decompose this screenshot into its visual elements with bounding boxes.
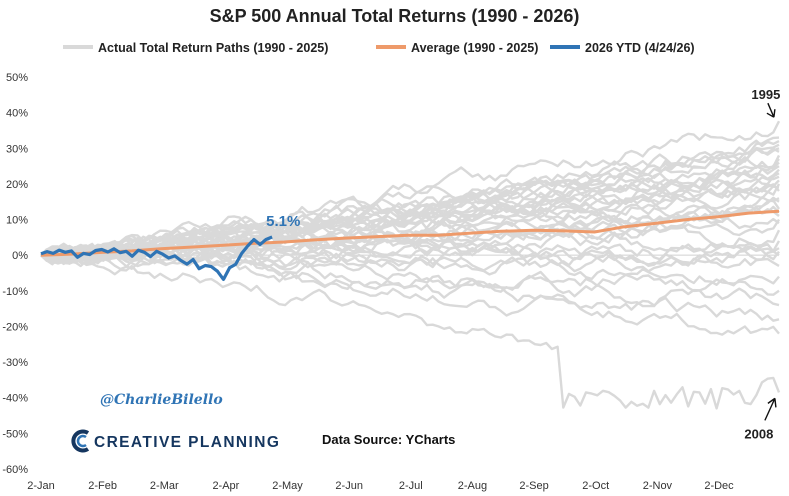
x-tick-label: 2-Mar — [150, 480, 179, 492]
data-source: Data Source: YCharts — [322, 432, 455, 447]
y-tick-label: -40% — [2, 393, 28, 405]
legend-label-ytd: 2026 YTD (4/24/26) — [585, 41, 695, 55]
x-tick-label: 2-Aug — [458, 480, 487, 492]
x-tick-label: 2-Feb — [88, 480, 117, 492]
creative-planning-logo: CREATIVE PLANNING — [71, 429, 280, 453]
x-tick-label: 2-Jul — [399, 480, 423, 492]
x-tick-label: 2-Dec — [704, 480, 734, 492]
x-tick-label: 2-Oct — [582, 480, 609, 492]
y-tick-label: 30% — [6, 143, 28, 155]
ytd-series-line — [40, 235, 273, 281]
x-tick-label: 2-Nov — [643, 480, 673, 492]
annual-path-line — [40, 247, 780, 308]
return-paths — [40, 120, 781, 410]
author-handle: @CharlieBilello — [100, 392, 223, 408]
logo-mark-inner-icon — [76, 434, 87, 448]
annual-path-line — [40, 136, 780, 262]
arrow-1995 — [766, 102, 776, 118]
arrow-2008 — [764, 397, 777, 421]
annotation-1995: 1995 — [751, 87, 780, 102]
x-tick-label: 2-Apr — [212, 480, 239, 492]
x-tick-label: 2-Jun — [335, 480, 363, 492]
annual-path-line — [40, 147, 780, 262]
y-tick-label: 20% — [6, 179, 28, 191]
logo-mark-icon — [71, 429, 90, 453]
y-tick-label: -20% — [2, 322, 28, 334]
y-tick-label: 40% — [6, 108, 28, 120]
ytd-value-label: 5.1% — [266, 213, 300, 230]
x-axis: 2-Jan 2-Feb 2-Mar 2-Apr 2-May 2-Jun 2-Jul 2-Aug… — [27, 480, 734, 492]
brand-name: CREATIVE PLANNING — [94, 434, 280, 451]
y-tick-label: -30% — [2, 357, 28, 369]
x-tick-label: 2-Jan — [27, 480, 55, 492]
annotations: 5.1% 1995 2008 — [266, 87, 780, 441]
y-tick-label: 10% — [6, 215, 28, 227]
series-lines — [40, 209, 780, 281]
legend: Actual Total Return Paths (1990 - 2025) … — [63, 41, 695, 55]
x-tick-label: 2-May — [272, 480, 303, 492]
y-axis: 50% 40% 30% 20% 10% 0% -10% -20% -30% -40% -50% -60… — [2, 72, 28, 476]
watermark: @CharlieBilello CREATIVE PLANNING Data S… — [71, 392, 455, 453]
y-tick-label: 0% — [12, 250, 28, 262]
annotation-2008: 2008 — [744, 426, 773, 441]
y-tick-label: -60% — [2, 464, 28, 476]
annual-path-line — [40, 120, 781, 261]
y-tick-label: -50% — [2, 428, 28, 440]
average-series-line — [40, 209, 780, 257]
annual-path-line — [40, 249, 781, 410]
legend-label-paths: Actual Total Return Paths (1990 - 2025) — [98, 41, 328, 55]
x-tick-label: 2-Sep — [519, 480, 548, 492]
y-tick-label: 50% — [6, 72, 28, 84]
legend-label-average: Average (1990 - 2025) — [411, 41, 538, 55]
annual-path-line — [40, 251, 780, 296]
chart-title: S&P 500 Annual Total Returns (1990 - 202… — [210, 6, 580, 26]
y-tick-label: -10% — [2, 286, 28, 298]
